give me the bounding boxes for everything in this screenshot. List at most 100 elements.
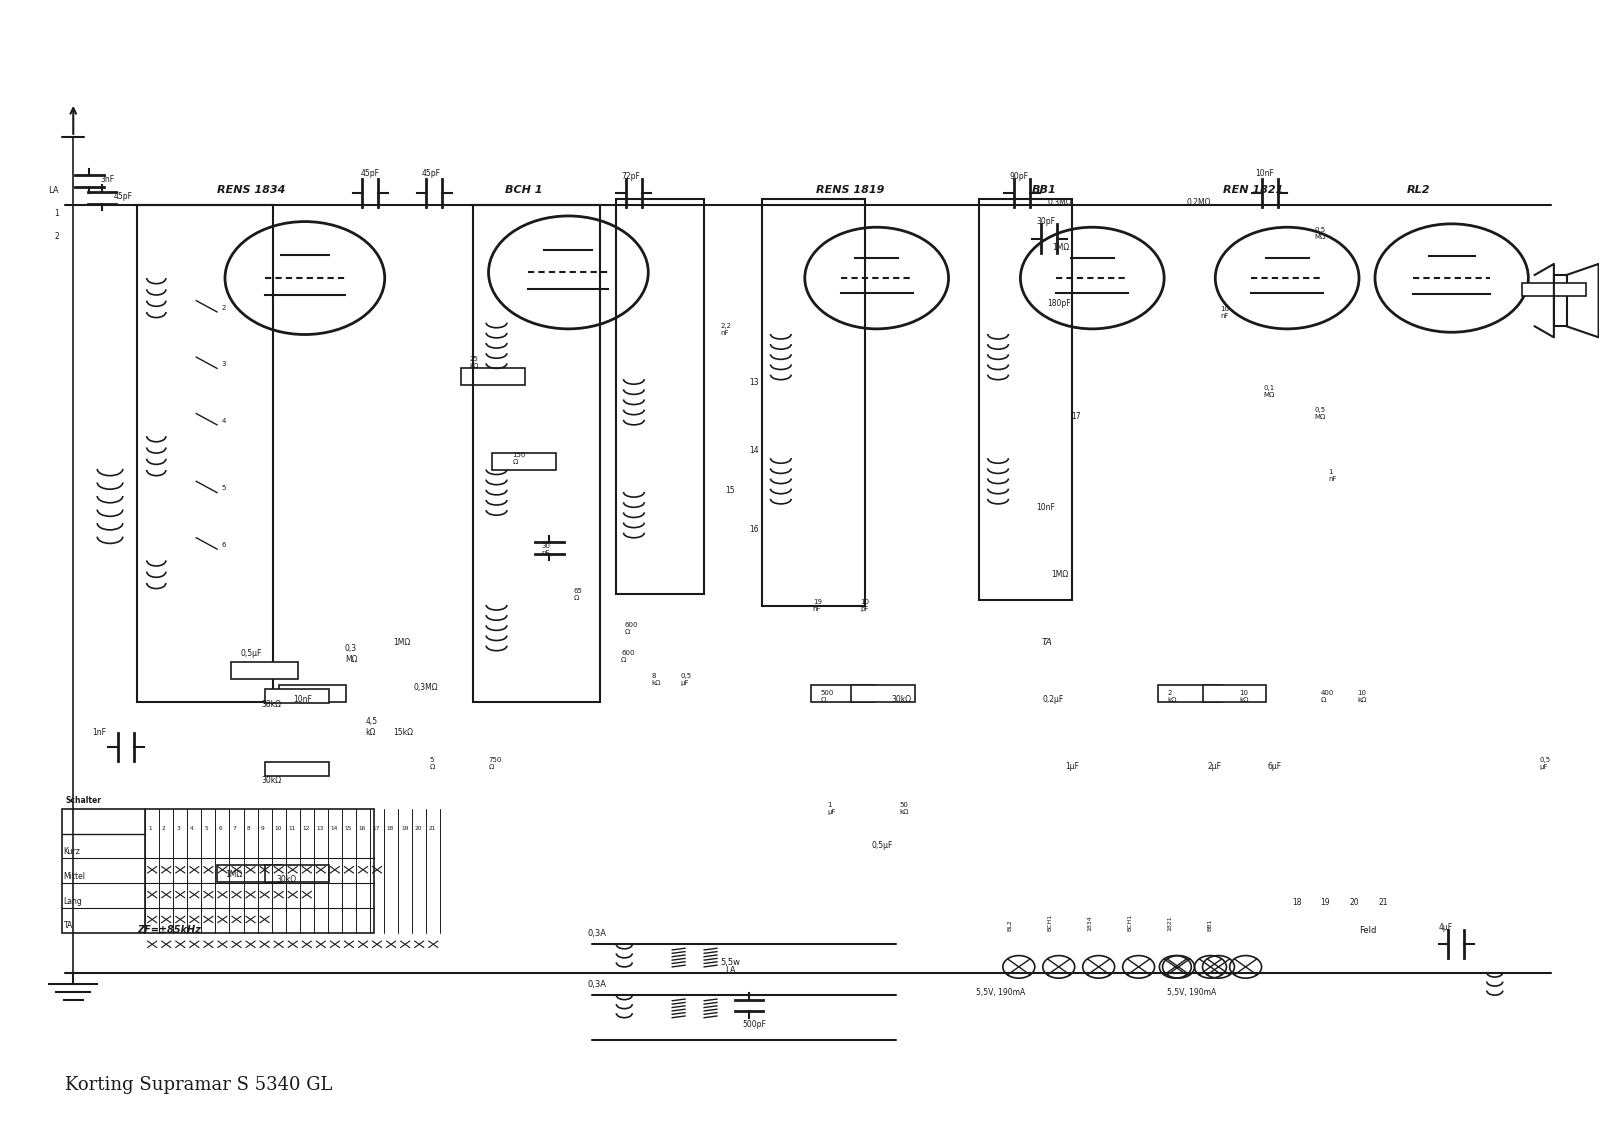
Text: 2μF: 2μF — [1208, 762, 1221, 771]
Text: 8
kΩ: 8 kΩ — [651, 672, 661, 686]
Text: 38kΩ: 38kΩ — [262, 701, 282, 709]
Text: 750
Ω: 750 Ω — [488, 757, 502, 770]
Bar — [266, 865, 330, 882]
Text: 30kΩ: 30kΩ — [277, 875, 296, 884]
Text: REN 1821: REN 1821 — [1224, 186, 1283, 196]
Text: 5,5V, 190mA: 5,5V, 190mA — [976, 988, 1026, 997]
Text: 15: 15 — [344, 826, 352, 831]
Text: 30pF: 30pF — [1037, 217, 1056, 226]
Text: 15kΩ: 15kΩ — [392, 728, 413, 737]
Text: 600
Ω: 600 Ω — [621, 650, 635, 663]
Text: 600
Ω: 600 Ω — [624, 621, 638, 635]
Text: 12: 12 — [302, 826, 310, 831]
Text: BCH 1: BCH 1 — [504, 186, 542, 196]
Text: 500pF: 500pF — [742, 1020, 766, 1029]
Text: 13: 13 — [317, 826, 323, 831]
Text: 2,2
nF: 2,2 nF — [720, 323, 731, 335]
Text: 1MΩ: 1MΩ — [226, 869, 242, 878]
Text: 9: 9 — [261, 826, 264, 831]
Bar — [138, 205, 274, 702]
Text: 21: 21 — [1378, 898, 1387, 907]
Text: 0,1
MΩ: 0,1 MΩ — [1262, 385, 1275, 397]
Text: 1μF: 1μF — [1066, 762, 1078, 771]
Text: 1
μF: 1 μF — [827, 803, 835, 815]
Bar — [461, 368, 525, 385]
Text: 14: 14 — [331, 826, 338, 831]
Text: 0,2MΩ: 0,2MΩ — [1187, 198, 1211, 207]
Text: 10
kΩ: 10 kΩ — [1240, 689, 1248, 703]
Text: RENS 1834: RENS 1834 — [218, 186, 285, 196]
Text: 30
nF: 30 nF — [541, 542, 550, 556]
Text: Schalter: Schalter — [66, 796, 101, 805]
Text: RENS 1819: RENS 1819 — [816, 186, 885, 196]
Text: 19: 19 — [402, 826, 408, 831]
Text: 500
Ω: 500 Ω — [821, 689, 834, 703]
Text: 10nF: 10nF — [1037, 503, 1056, 512]
Bar — [616, 199, 704, 594]
Text: 1nF: 1nF — [93, 728, 107, 737]
Text: 0,5
MΩ: 0,5 MΩ — [1314, 408, 1326, 420]
Bar — [1522, 283, 1586, 297]
Text: 3: 3 — [176, 826, 179, 831]
Text: kΩ: kΩ — [365, 728, 376, 737]
Text: 19: 19 — [1320, 898, 1330, 907]
Text: 16: 16 — [749, 525, 758, 534]
Text: 8: 8 — [246, 826, 250, 831]
Bar — [266, 763, 330, 777]
Text: MΩ: MΩ — [344, 655, 357, 664]
Text: 0,5μF: 0,5μF — [242, 650, 262, 659]
Text: 45pF: 45pF — [114, 192, 133, 201]
Bar — [1554, 275, 1566, 326]
Text: TA: TA — [64, 921, 74, 931]
Text: Lang: Lang — [64, 897, 83, 906]
Text: 1: 1 — [54, 209, 59, 218]
Text: 50
kΩ: 50 kΩ — [899, 803, 909, 815]
Text: BL2: BL2 — [1008, 919, 1013, 931]
Text: 17: 17 — [373, 826, 381, 831]
Bar — [280, 685, 346, 702]
Text: 45pF: 45pF — [360, 170, 379, 179]
Text: 18: 18 — [387, 826, 394, 831]
Text: 10
pF: 10 pF — [861, 599, 870, 612]
Text: 14: 14 — [749, 446, 758, 455]
Text: 150
Ω: 150 Ω — [512, 453, 526, 465]
Text: 400
Ω: 400 Ω — [1320, 689, 1334, 703]
Text: 3nF: 3nF — [101, 175, 115, 185]
Text: 4: 4 — [190, 826, 194, 831]
Text: 0,3A: 0,3A — [587, 929, 606, 938]
Text: 6: 6 — [222, 542, 226, 548]
Text: 5: 5 — [222, 486, 226, 491]
Bar — [811, 685, 875, 702]
Text: 15: 15 — [725, 486, 734, 495]
Text: 25
kΩ: 25 kΩ — [469, 357, 478, 369]
Text: 1821: 1821 — [1168, 915, 1173, 931]
Text: 2: 2 — [222, 305, 226, 310]
Text: 6μF: 6μF — [1267, 762, 1282, 771]
Bar — [979, 199, 1072, 600]
Bar — [266, 689, 330, 703]
Text: 10: 10 — [275, 826, 282, 831]
Text: 0,3: 0,3 — [344, 644, 357, 653]
Text: 2: 2 — [162, 826, 166, 831]
Text: 90pF: 90pF — [1010, 172, 1029, 181]
Bar — [1203, 685, 1266, 702]
Text: 0,2μF: 0,2μF — [1043, 695, 1064, 703]
Text: 5: 5 — [205, 826, 208, 831]
Bar — [472, 205, 600, 702]
Text: Korting Supramar S 5340 GL: Korting Supramar S 5340 GL — [66, 1077, 333, 1095]
Text: 0,5
μF: 0,5 μF — [680, 672, 691, 686]
Text: 17: 17 — [1072, 412, 1082, 421]
Text: 10nF: 10nF — [294, 695, 312, 703]
Text: 21: 21 — [429, 826, 437, 831]
Text: 72pF: 72pF — [621, 172, 640, 181]
Text: 0,5μF: 0,5μF — [872, 841, 893, 850]
Text: 4μF: 4μF — [1438, 923, 1453, 932]
Text: 19
nF: 19 nF — [813, 599, 822, 612]
Text: 3: 3 — [222, 361, 226, 367]
Text: TA: TA — [1042, 638, 1051, 648]
Text: 20: 20 — [414, 826, 422, 831]
Text: 30kΩ: 30kΩ — [891, 695, 910, 703]
Text: 1MΩ: 1MΩ — [1051, 571, 1069, 580]
Bar — [232, 662, 299, 679]
Text: 2
kΩ: 2 kΩ — [1168, 689, 1178, 703]
